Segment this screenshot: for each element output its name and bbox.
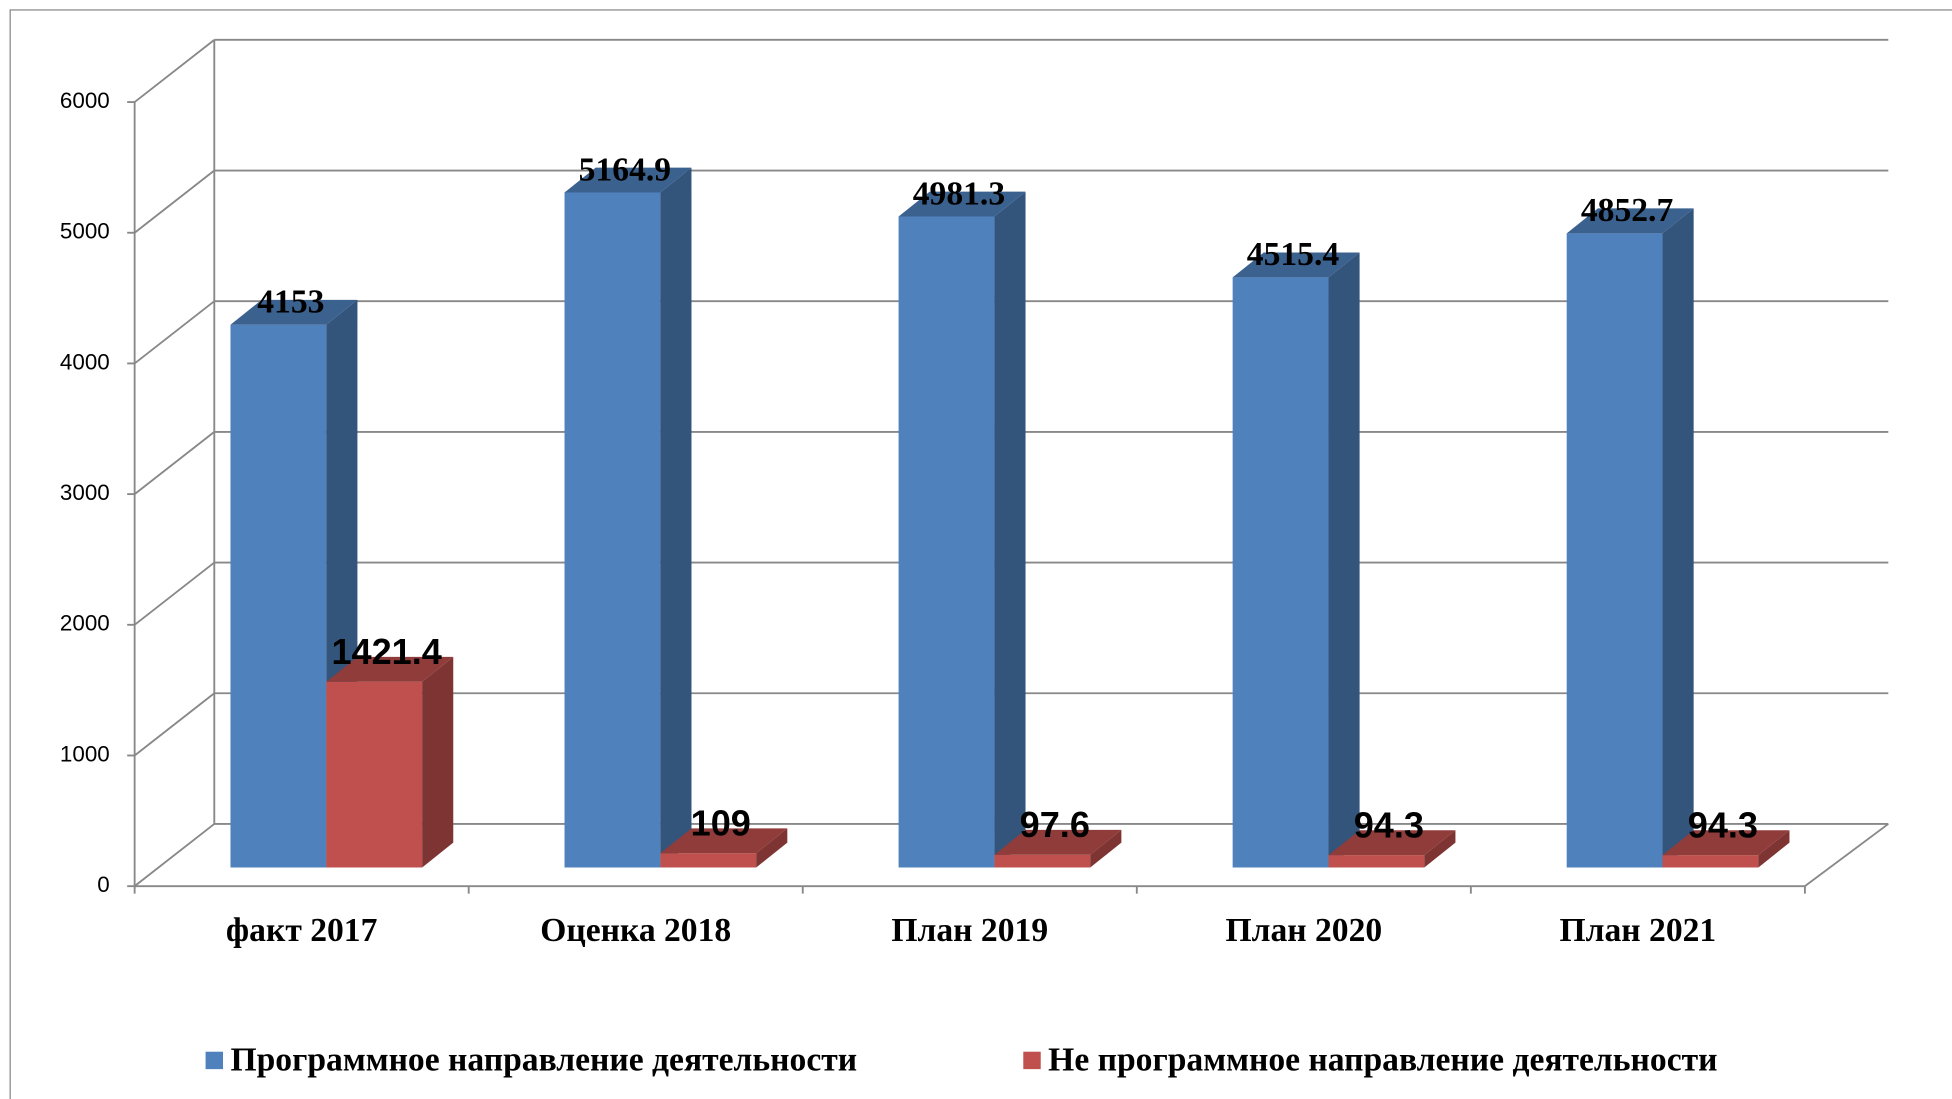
bar [326,656,454,868]
axis [1804,823,1889,887]
bar-top [660,828,788,854]
frame [9,9,1952,1099]
bar-front [230,324,327,868]
y-tick-label: 0 [97,872,109,897]
bar-top [326,656,454,682]
grid-line [134,823,215,887]
bar-front [564,192,661,868]
grid-line [134,561,215,626]
bar-front [1232,277,1329,868]
data-label: 97.6 [1020,804,1090,845]
bar-side [1424,830,1456,868]
x-tick-label: План 2019 [891,912,1048,949]
grid-line [134,431,215,495]
legend-label: Не программное направление деятельности [1048,1042,1717,1079]
y-tick-label: 2000 [60,611,110,636]
data-label: 4852.7 [1581,192,1673,229]
bar [1662,830,1790,868]
x-tick-label: План 2020 [1225,912,1382,949]
grid-line [134,692,215,757]
bar [994,829,1122,868]
x-tick-label: План 2021 [1560,912,1717,949]
grid-line [134,300,215,365]
data-label: 1421.4 [331,631,441,672]
bar-front [898,216,995,868]
bar [564,167,692,868]
legend-swatch [205,1051,224,1070]
bar-side [756,828,788,868]
bar-side [422,656,454,868]
bar-front [326,681,423,868]
y-tick-label: 5000 [60,219,110,244]
bar-top [1328,830,1456,856]
bar-top [1232,252,1360,278]
data-label: 4981.3 [913,175,1005,212]
bar-side [1758,830,1790,868]
data-label: 5164.9 [579,151,671,188]
bar-top [898,191,1026,217]
bar-front [994,854,1091,868]
y-tick-label: 4000 [60,349,110,374]
bar-top [230,299,358,325]
bar-top [1566,208,1694,234]
bar [1566,208,1694,868]
data-label: 109 [691,802,751,843]
legend-label: Программное направление деятельности [230,1042,857,1079]
bar-side [1090,829,1122,868]
bar [1328,830,1456,868]
bar-side [1328,252,1360,868]
grid-line [134,169,215,234]
data-label: 4153 [257,284,324,321]
bar [1232,252,1360,868]
bar-front [1328,855,1425,868]
bar [898,191,1026,868]
bar-top [994,829,1122,855]
bar-front [1662,855,1759,868]
data-label: 94.3 [1688,804,1758,845]
bar-front [1566,233,1663,868]
data-label: 94.3 [1354,804,1424,845]
x-tick-label: Оценка 2018 [540,912,731,949]
x-tick-label: факт 2017 [226,912,377,949]
bar-side [1662,208,1694,868]
grid-line [134,39,215,103]
bar-top [1662,830,1790,856]
y-tick-label: 3000 [60,480,110,505]
y-tick-label: 1000 [60,741,110,766]
y-tick-label: 6000 [60,88,110,113]
bar-front [660,853,757,868]
bar [660,828,788,868]
legend-swatch [1023,1051,1041,1070]
bar-top [564,167,692,193]
bar-side [660,167,692,868]
data-label: 4515.4 [1247,236,1340,273]
bar-side [994,191,1026,868]
